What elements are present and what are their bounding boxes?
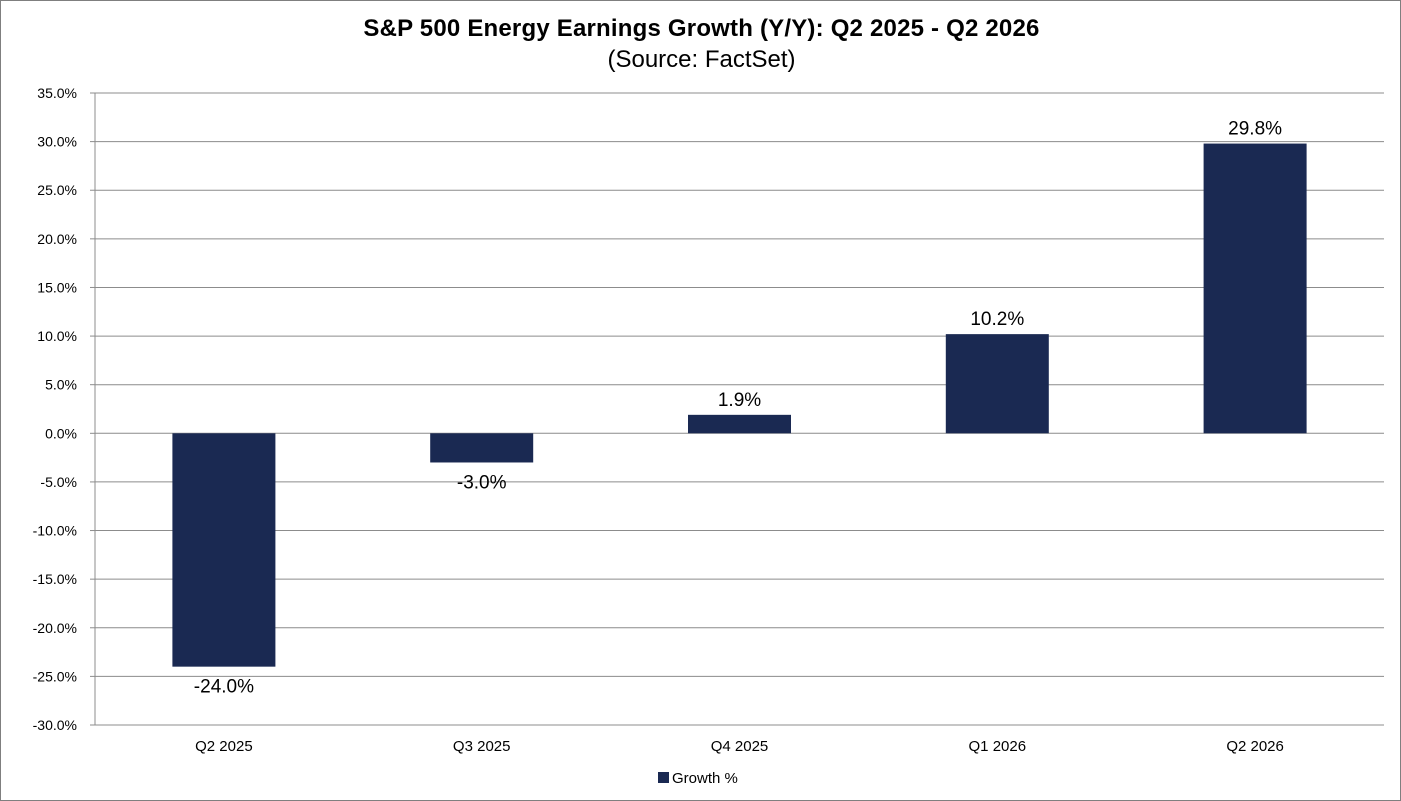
data-label: 1.9% (718, 390, 761, 411)
data-label: 29.8% (1228, 119, 1282, 140)
x-tick-label: Q1 2026 (969, 738, 1027, 755)
data-label: -24.0% (194, 677, 254, 698)
x-tick-label: Q2 2025 (195, 738, 253, 755)
chart-title: S&P 500 Energy Earnings Growth (Y/Y): Q2… (363, 15, 1040, 42)
y-tick-label: 20.0% (37, 231, 77, 247)
bar-q2-2026 (1203, 143, 1307, 434)
legend: Growth % (658, 770, 738, 787)
y-tick-label: 30.0% (37, 134, 77, 150)
y-tick-label: -25.0% (33, 668, 77, 684)
y-tick-label: -15.0% (33, 571, 77, 587)
y-tick-label: 25.0% (37, 182, 77, 198)
bar-q3-2025 (430, 433, 534, 463)
x-tick-label: Q2 2026 (1226, 738, 1284, 755)
x-axis-tick-labels: Q2 2025 Q3 2025 Q4 2025 Q1 2026 Q2 2026 (195, 738, 1284, 755)
y-tick-label: -5.0% (40, 474, 77, 490)
data-label: -3.0% (457, 472, 507, 493)
x-tick-label: Q4 2025 (711, 738, 769, 755)
chart-subtitle: (Source: FactSet) (607, 46, 796, 73)
y-tick-label: -30.0% (33, 717, 77, 733)
y-axis-tick-labels: 35.0% 30.0% 25.0% 20.0% 15.0% 10.0% 5.0% 0.0% -5… (33, 85, 77, 733)
bar-q1-2026 (945, 334, 1049, 434)
bar-q4-2025 (688, 414, 791, 434)
bars (172, 143, 1307, 667)
y-tick-label: -10.0% (33, 523, 77, 539)
data-labels: -24.0% -3.0% 1.9% 10.2% 29.8% (194, 119, 1282, 698)
y-tick-label: -20.0% (33, 620, 77, 636)
data-label: 10.2% (970, 309, 1024, 330)
y-tick-label: 35.0% (37, 85, 77, 101)
y-tick-label: 10.0% (37, 328, 77, 344)
axes (90, 92, 96, 726)
y-tick-label: 0.0% (45, 425, 77, 441)
legend-swatch (658, 772, 669, 783)
bar-q2-2025 (172, 433, 276, 667)
legend-label: Growth % (672, 770, 738, 787)
x-tick-label: Q3 2025 (453, 738, 511, 755)
y-tick-label: 5.0% (45, 377, 77, 393)
y-tick-label: 15.0% (37, 279, 77, 295)
